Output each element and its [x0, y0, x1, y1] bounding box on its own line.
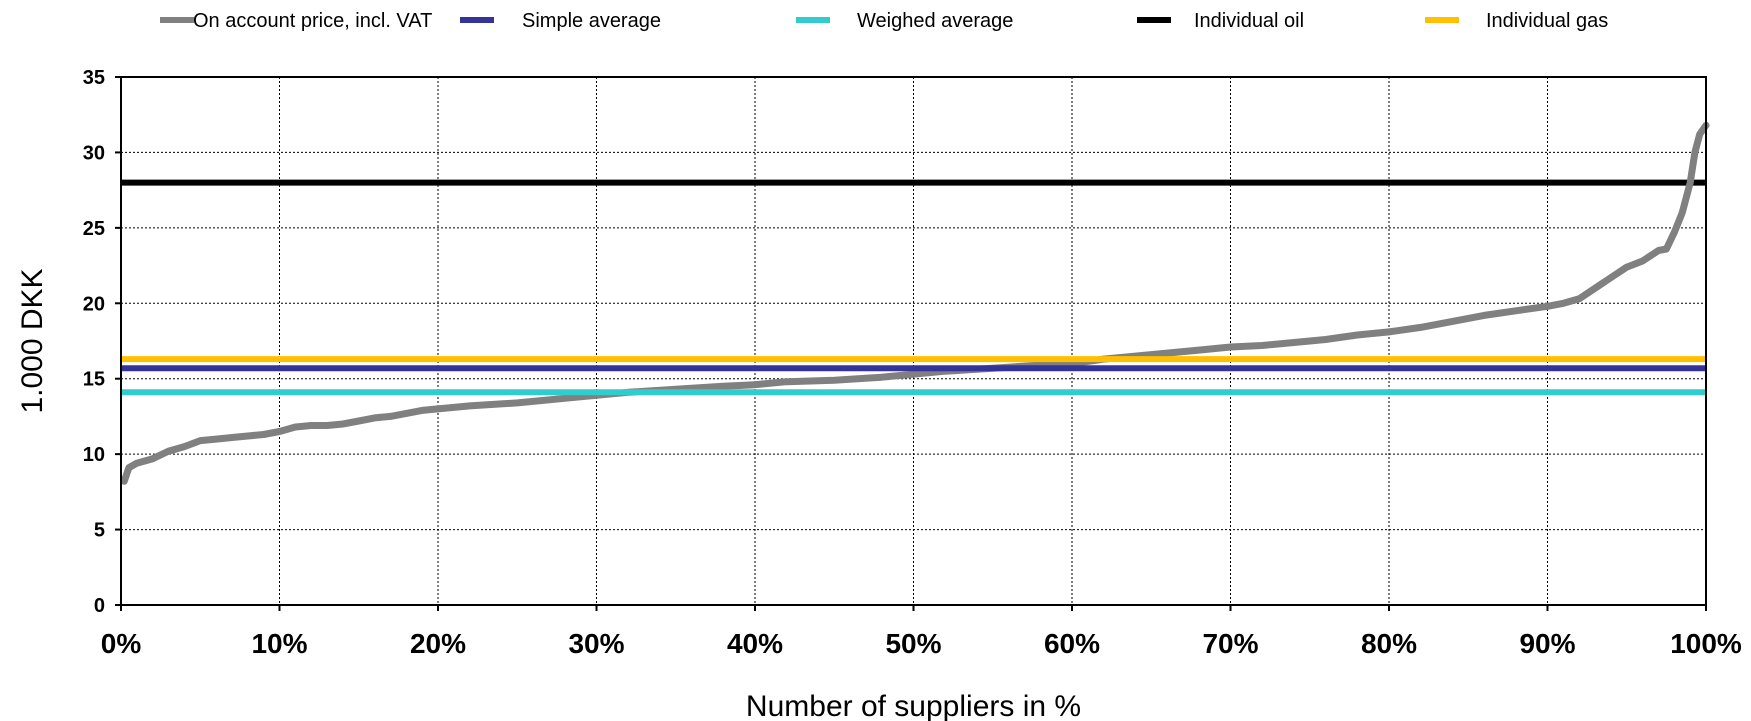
y-tick-label: 30 [83, 142, 105, 164]
legend-label-weighed-average: Weighed average [857, 10, 1013, 32]
x-tick-label: 40% [727, 628, 783, 659]
series-layer [120, 121, 1710, 485]
legend-label-individual-gas: Individual gas [1486, 10, 1608, 32]
legend: On account price, incl. VAT Simple averag… [160, 10, 1608, 32]
y-tick-label: 0 [94, 595, 105, 617]
x-tick-label: 0% [101, 628, 142, 659]
x-tick-label: 30% [568, 628, 624, 659]
x-tick-label: 90% [1519, 628, 1575, 659]
series-line-on-account-price-incl-vat [120, 121, 1710, 485]
y-axis: 0 5 10 15 20 25 30 35 [83, 67, 121, 617]
x-tick-label: 70% [1202, 628, 1258, 659]
x-axis: 0% 10% 20% 30% 40% 50% 60% 70% 80% 90% 100% [101, 605, 1742, 659]
legend-label-simple-average: Simple average [522, 10, 661, 32]
x-tick-label: 80% [1361, 628, 1417, 659]
y-tick-label: 25 [83, 218, 105, 240]
x-tick-label: 10% [251, 628, 307, 659]
x-tick-label: 60% [1044, 628, 1100, 659]
y-axis-title: 1.000 DKK [16, 268, 49, 413]
y-tick-label: 10 [83, 444, 105, 466]
y-tick-label: 5 [94, 520, 105, 542]
legend-label-on-account-price-incl-vat: On account price, incl. VAT [193, 10, 432, 32]
x-tick-label: 50% [885, 628, 941, 659]
legend-label-individual-oil: Individual oil [1194, 10, 1304, 32]
y-tick-label: 20 [83, 293, 105, 315]
gridlines [121, 77, 1706, 605]
y-tick-label: 15 [83, 369, 105, 391]
x-axis-title: Number of suppliers in % [746, 690, 1081, 721]
y-tick-label: 35 [83, 67, 105, 89]
x-tick-label: 100% [1670, 628, 1742, 659]
x-tick-label: 20% [410, 628, 466, 659]
